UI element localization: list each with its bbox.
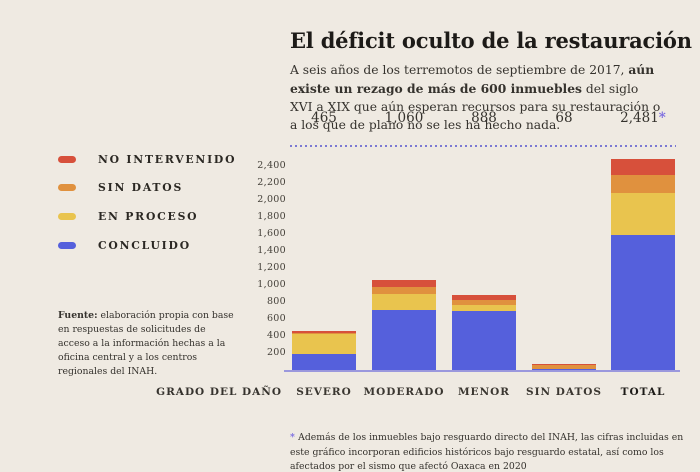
chart-title: El déficit oculto de la restauración bbox=[290, 28, 692, 54]
bar-segment-no-intervenido bbox=[532, 364, 596, 366]
column-total-value: 68 bbox=[555, 110, 573, 126]
bar-segment-en-proceso bbox=[611, 192, 675, 235]
category-label: MODERADO bbox=[363, 386, 445, 398]
source-note: Fuente: elaboración propia con base en r… bbox=[58, 309, 234, 379]
legend-label: SIN DATOS bbox=[98, 181, 184, 195]
bar-segment-en-proceso bbox=[372, 293, 436, 311]
footnote-asterisk: * bbox=[290, 432, 299, 444]
subtitle-bold-text: aún existe un rezago de más de 600 inmue… bbox=[290, 62, 655, 97]
column-total: 2,481* bbox=[598, 110, 688, 128]
chart-subtitle: A seis años de los terremotos de septiem… bbox=[290, 61, 664, 135]
column-total-value: 2,481 bbox=[620, 110, 659, 126]
y-tick-label: 1,600 bbox=[257, 228, 286, 239]
y-tick-label: 800 bbox=[266, 296, 286, 307]
dotted-separator bbox=[290, 145, 676, 147]
bar-segment-concluido bbox=[532, 369, 596, 370]
subtitle-text-end: del siglo XVI a XIX que aún esperan recu… bbox=[290, 82, 661, 133]
column-total-value: 888 bbox=[471, 110, 497, 126]
category-label: SIN DATOS bbox=[526, 386, 602, 398]
bar-segment-concluido bbox=[372, 310, 436, 370]
column-total: 1,060 bbox=[359, 110, 449, 128]
column-total-value: 1,060 bbox=[384, 110, 424, 126]
bar-segment-sin-datos bbox=[452, 299, 516, 306]
y-tick-label: 1,400 bbox=[257, 245, 286, 256]
y-tick-label: 1,000 bbox=[257, 279, 286, 290]
bar-segment-concluido bbox=[452, 311, 516, 370]
column-total: 68 bbox=[519, 110, 609, 128]
legend-swatch-icon bbox=[58, 212, 76, 220]
legend-item: SIN DATOS bbox=[58, 180, 183, 196]
y-tick-label: 600 bbox=[266, 313, 286, 324]
bar-segment-sin-datos bbox=[532, 365, 596, 370]
legend-item: CONCLUIDO bbox=[58, 237, 191, 253]
subtitle-text: A seis años de los terremotos de septiem… bbox=[290, 63, 629, 78]
y-tick-label: 1,800 bbox=[257, 211, 286, 222]
y-tick-label: 1,200 bbox=[257, 262, 286, 273]
bar-segment-concluido bbox=[292, 354, 356, 370]
bar-segment-sin-datos bbox=[611, 175, 675, 193]
y-tick-label: 2,200 bbox=[257, 177, 286, 188]
bar-column bbox=[532, 364, 596, 370]
bar-column bbox=[292, 330, 356, 370]
footnote-text: Además de los inmuebles bajo resguardo d… bbox=[290, 432, 684, 472]
y-tick-label: 2,000 bbox=[257, 194, 286, 205]
legend-label: EN PROCESO bbox=[98, 209, 199, 223]
footnote: * Además de los inmuebles bajo resguardo… bbox=[290, 431, 700, 472]
bar-segment-en-proceso bbox=[452, 305, 516, 312]
category-label: TOTAL bbox=[620, 386, 666, 398]
bar-column bbox=[611, 159, 675, 370]
y-tick-label: 2,400 bbox=[257, 160, 286, 171]
column-total: 465 bbox=[279, 110, 369, 128]
legend-item: EN PROCESO bbox=[58, 208, 198, 224]
axis-baseline bbox=[284, 370, 680, 372]
x-axis-title: GRADO DEL DAÑO bbox=[156, 386, 282, 398]
bar-segment-sin-datos bbox=[292, 333, 356, 335]
bar-segment-no-intervenido bbox=[372, 279, 436, 288]
bar-segment-en-proceso bbox=[292, 334, 356, 355]
legend-swatch-icon bbox=[58, 241, 76, 249]
legend-swatch-icon bbox=[58, 155, 76, 163]
bar-column bbox=[452, 294, 516, 370]
column-total-value: 465 bbox=[311, 110, 337, 126]
bar-segment-no-intervenido bbox=[292, 330, 356, 334]
category-label: MENOR bbox=[457, 386, 511, 398]
legend-label: CONCLUIDO bbox=[98, 238, 191, 252]
legend-swatch-icon bbox=[58, 184, 76, 192]
bar-segment-no-intervenido bbox=[611, 159, 675, 176]
legend-label: NO INTERVENIDO bbox=[98, 152, 237, 166]
y-tick-label: 200 bbox=[266, 347, 286, 358]
column-total: 888 bbox=[439, 110, 529, 128]
total-asterisk: * bbox=[658, 110, 666, 126]
legend-item: NO INTERVENIDO bbox=[58, 151, 236, 167]
bar-segment-no-intervenido bbox=[452, 294, 516, 300]
source-text: elaboración propia con base en respuesta… bbox=[58, 310, 234, 378]
bar-segment-concluido bbox=[611, 234, 675, 370]
bar-column bbox=[372, 279, 436, 370]
source-label: Fuente: bbox=[58, 310, 98, 322]
y-tick-label: 400 bbox=[266, 330, 286, 341]
category-label: SEVERO bbox=[296, 386, 352, 398]
bar-segment-sin-datos bbox=[372, 287, 436, 294]
